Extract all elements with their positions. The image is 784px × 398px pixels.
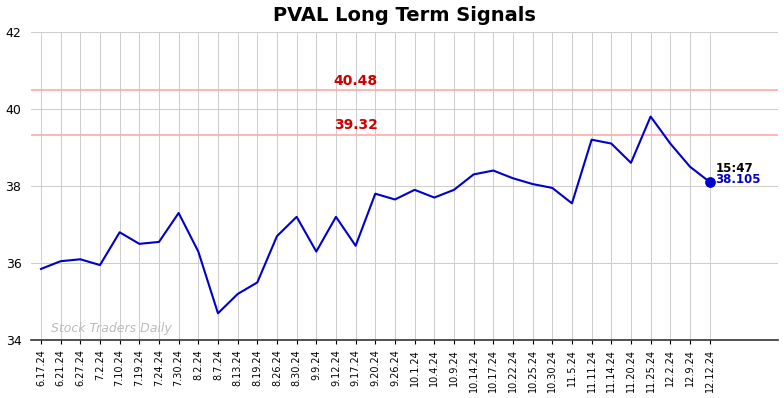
Text: 39.32: 39.32 — [334, 118, 378, 132]
Text: Stock Traders Daily: Stock Traders Daily — [51, 322, 172, 334]
Text: 40.48: 40.48 — [333, 74, 378, 88]
Title: PVAL Long Term Signals: PVAL Long Term Signals — [274, 6, 536, 25]
Point — [703, 179, 716, 185]
Text: 38.105: 38.105 — [716, 174, 761, 187]
Text: 15:47: 15:47 — [716, 162, 753, 175]
